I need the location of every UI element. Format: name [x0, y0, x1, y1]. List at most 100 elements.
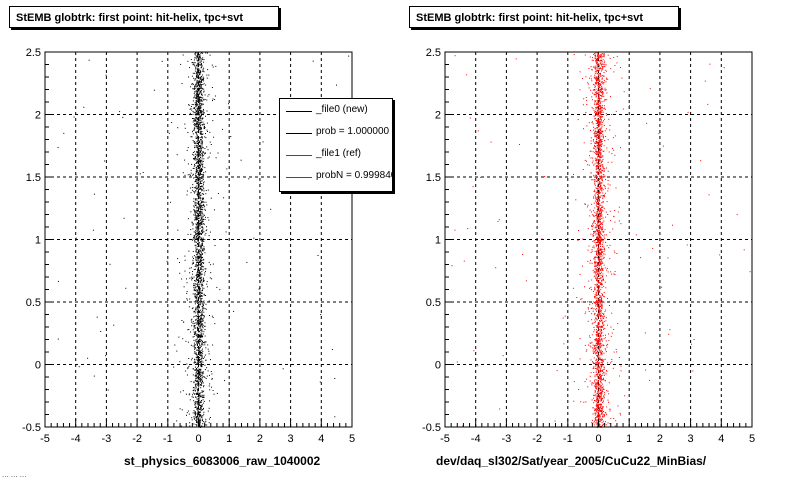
left-point	[196, 363, 198, 365]
left-point	[194, 70, 196, 72]
left-point	[203, 90, 205, 92]
left-point	[206, 129, 208, 131]
right-point	[600, 215, 602, 216]
right-point	[585, 311, 587, 313]
right-point	[604, 87, 606, 89]
right-point	[602, 276, 604, 278]
left-point	[195, 57, 197, 59]
right-point	[599, 275, 601, 277]
right-point	[601, 386, 603, 388]
left-point	[203, 278, 205, 280]
right-point	[605, 317, 607, 319]
right-point	[605, 370, 607, 371]
right-point	[599, 241, 601, 243]
right-point	[597, 133, 599, 135]
right-point	[598, 252, 600, 254]
right-point	[596, 251, 598, 253]
right-point	[463, 260, 465, 262]
left-point	[213, 209, 215, 211]
left-point	[199, 192, 201, 194]
left-point	[203, 248, 205, 250]
left-point	[199, 315, 201, 317]
left-point	[195, 190, 197, 192]
left-point	[194, 294, 196, 296]
right-point	[602, 340, 603, 342]
right-point	[602, 91, 604, 93]
right-point	[594, 409, 595, 411]
right-point	[595, 81, 597, 83]
left-point	[189, 298, 191, 300]
left-point	[196, 408, 198, 410]
left-point	[196, 266, 198, 268]
left-point	[196, 249, 198, 251]
left-point	[196, 134, 198, 136]
right-point	[594, 345, 596, 347]
left-point	[191, 221, 193, 223]
left-point	[195, 258, 197, 260]
right-point	[598, 354, 600, 356]
right-point	[601, 67, 603, 69]
right-point	[600, 152, 602, 154]
left-point	[198, 175, 200, 176]
right-point	[595, 253, 597, 255]
left-point	[203, 158, 205, 160]
left-point	[177, 127, 179, 129]
legend-line-new	[286, 111, 312, 112]
right-point	[599, 409, 601, 411]
right-point	[601, 359, 603, 360]
right-point	[600, 107, 602, 109]
right-point	[587, 249, 589, 251]
right-point	[588, 68, 590, 69]
right-point	[595, 107, 597, 108]
right-point	[591, 334, 593, 336]
right-point	[597, 55, 599, 56]
right-point	[613, 56, 615, 58]
right-point	[600, 295, 602, 297]
left-point	[193, 289, 195, 291]
left-point	[203, 376, 205, 377]
left-point	[199, 294, 201, 296]
left-point	[200, 387, 202, 389]
right-point	[593, 314, 595, 316]
right-point	[597, 237, 599, 239]
left-point	[201, 262, 203, 264]
left-point	[201, 335, 203, 337]
right-point	[598, 410, 600, 412]
left-y-tick-label-2: 0.5	[26, 297, 41, 309]
right-point	[586, 160, 587, 162]
right-point	[598, 210, 600, 212]
left-point	[193, 423, 195, 425]
left-point	[191, 62, 193, 64]
right-point	[601, 91, 603, 92]
right-point	[595, 379, 597, 381]
right-point	[608, 305, 610, 306]
right-point	[602, 275, 604, 277]
left-point	[199, 256, 201, 258]
left-point	[188, 306, 190, 308]
left-point	[196, 125, 198, 127]
left-point	[206, 375, 208, 377]
right-point	[601, 205, 603, 207]
right-point	[597, 200, 599, 202]
left-point	[201, 137, 203, 139]
left-point	[203, 331, 205, 333]
right-point	[598, 63, 600, 65]
right-point	[593, 84, 595, 86]
left-point	[190, 321, 192, 323]
left-point	[193, 235, 195, 237]
left-point	[203, 181, 205, 183]
left-point	[200, 303, 202, 305]
left-point	[198, 62, 200, 64]
right-point	[635, 234, 637, 236]
right-point	[597, 351, 599, 353]
right-point	[596, 382, 598, 384]
right-point	[594, 86, 596, 88]
left-point	[195, 278, 197, 280]
right-point	[603, 194, 605, 196]
left-point	[208, 353, 210, 355]
left-point	[193, 198, 195, 200]
left-point	[198, 349, 200, 351]
right-point	[586, 378, 588, 380]
left-point	[197, 407, 199, 409]
left-point	[198, 205, 200, 207]
